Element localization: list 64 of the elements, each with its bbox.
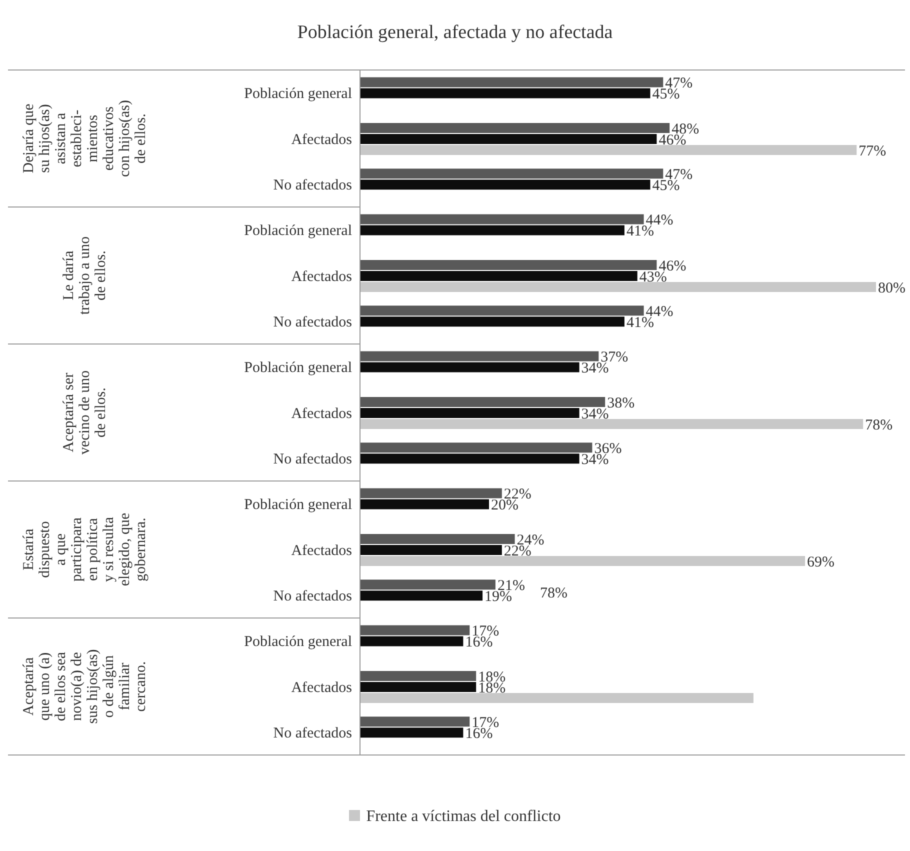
bar bbox=[360, 488, 502, 498]
bar bbox=[360, 260, 657, 270]
bar bbox=[360, 454, 580, 464]
bar bbox=[360, 682, 476, 692]
bar bbox=[360, 214, 644, 224]
bar bbox=[360, 499, 489, 510]
bar bbox=[360, 408, 580, 418]
y-tick-label: No afectados bbox=[273, 588, 352, 604]
text: Aceptaría ser vecino de uno de ellos. bbox=[61, 370, 109, 455]
bar bbox=[360, 282, 876, 292]
data-label: 34% bbox=[581, 406, 609, 422]
bar bbox=[360, 670, 476, 681]
y-tick-label: Población general bbox=[244, 360, 352, 376]
y-tick-label: Afectados bbox=[291, 132, 352, 148]
bar bbox=[360, 544, 502, 555]
y-tick-label: Afectados bbox=[291, 680, 352, 696]
y-tick-label: No afectados bbox=[273, 725, 352, 742]
y-tick-label: Población general bbox=[244, 86, 352, 102]
bar bbox=[360, 180, 650, 190]
bar bbox=[360, 77, 664, 88]
bar bbox=[360, 716, 470, 727]
bar bbox=[360, 636, 464, 646]
text: Le daría trabajo a uno de ellos. bbox=[61, 236, 109, 315]
annotation: 78% bbox=[540, 585, 568, 602]
bar bbox=[360, 270, 638, 281]
bar bbox=[360, 580, 496, 590]
bar bbox=[360, 590, 483, 601]
bar bbox=[360, 396, 606, 407]
bar bbox=[360, 144, 857, 155]
bar bbox=[360, 728, 464, 738]
bar bbox=[360, 168, 664, 179]
y-tick-label: No afectados bbox=[273, 451, 352, 468]
bar bbox=[360, 134, 657, 144]
bar bbox=[360, 122, 670, 133]
bar bbox=[360, 625, 470, 636]
bar bbox=[360, 351, 599, 362]
data-label: 69% bbox=[807, 554, 835, 570]
bar bbox=[360, 442, 592, 453]
chart-title: Población general, afectada y no afectada bbox=[296, 22, 614, 44]
y-tick-label: Población general bbox=[244, 497, 352, 514]
bar bbox=[360, 556, 806, 566]
legend-label: Frente a víctimas del conflicto bbox=[366, 808, 561, 825]
text: Dejaría que su hijos(as) asistan a estableci- mientos educativos con hijos(as) de ellos. bbox=[21, 100, 149, 178]
y-tick-label: Afectados bbox=[291, 406, 352, 422]
data-label: 77% bbox=[858, 143, 886, 160]
y-tick-label: Afectados bbox=[291, 542, 352, 559]
bar bbox=[360, 534, 515, 544]
y-tick-label: Población general bbox=[244, 634, 352, 650]
bar bbox=[360, 306, 644, 316]
data-label: 78% bbox=[865, 417, 893, 434]
y-tick-label: Población general bbox=[244, 223, 352, 240]
bar bbox=[360, 316, 624, 327]
y-tick-label: No afectados bbox=[273, 177, 352, 194]
bar bbox=[360, 88, 650, 98]
text: Aceptaría que uno (a) de ellos sea novio(a) de sus hijos(as) o de algún familiar cercano. bbox=[21, 649, 149, 724]
text: Estaría dispuesto a que participara en política y si resulta elegido, que gobernara. bbox=[21, 512, 149, 586]
y-tick-label: Afectados bbox=[291, 268, 352, 285]
y-tick-label: No afectados bbox=[273, 314, 352, 330]
bar bbox=[360, 225, 624, 236]
bar bbox=[360, 418, 864, 429]
data-label: 80% bbox=[878, 280, 906, 296]
data-label: 38% bbox=[607, 395, 635, 412]
bar bbox=[360, 362, 580, 372]
bar bbox=[360, 692, 754, 703]
